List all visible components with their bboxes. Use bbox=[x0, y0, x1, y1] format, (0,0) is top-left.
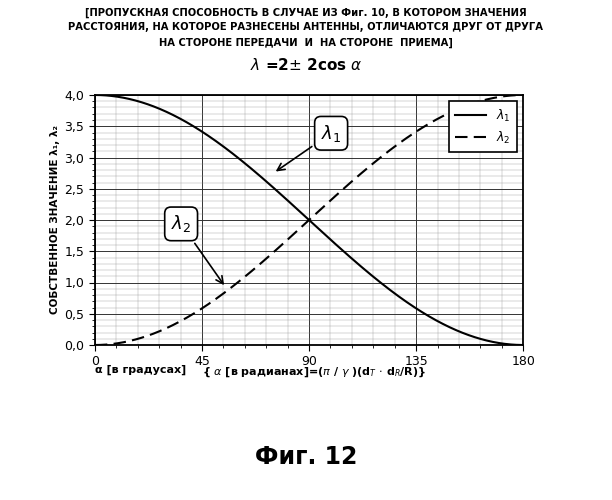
Y-axis label: СОБСТВЕННОЕ ЗНАЧЕНИЕ λ₁, λ₂: СОБСТВЕННОЕ ЗНАЧЕНИЕ λ₁, λ₂ bbox=[50, 126, 60, 314]
Text: Фиг. 12: Фиг. 12 bbox=[255, 446, 357, 469]
Text: α [в градусах]: α [в градусах] bbox=[95, 365, 186, 376]
Legend: $\lambda_1$, $\lambda_2$: $\lambda_1$, $\lambda_2$ bbox=[449, 101, 517, 152]
Text: [ПРОПУСКНАЯ СПОСОБНОСТЬ В СЛУЧАЕ ИЗ Фиг. 10, В КОТОРОМ ЗНАЧЕНИЯ: [ПРОПУСКНАЯ СПОСОБНОСТЬ В СЛУЧАЕ ИЗ Фиг.… bbox=[85, 8, 527, 18]
Text: $\lambda_1$: $\lambda_1$ bbox=[277, 122, 341, 170]
Text: РАССТОЯНИЯ, НА КОТОРОЕ РАЗНЕСЕНЫ АНТЕННЫ, ОТЛИЧАЮТСЯ ДРУГ ОТ ДРУГА: РАССТОЯНИЯ, НА КОТОРОЕ РАЗНЕСЕНЫ АНТЕННЫ… bbox=[69, 22, 543, 32]
Text: $\lambda$ =2$\pm$ 2cos $\alpha$: $\lambda$ =2$\pm$ 2cos $\alpha$ bbox=[250, 58, 362, 74]
Text: { $\alpha$ [в радианах]=($\pi$ / $\gamma$ )(d$_T$ $\cdot$ d$_R$/R)}: { $\alpha$ [в радианах]=($\pi$ / $\gamma… bbox=[202, 365, 426, 378]
Text: $\lambda_2$: $\lambda_2$ bbox=[171, 214, 223, 284]
Text: НА СТОРОНЕ ПЕРЕДАЧИ  И  НА СТОРОНЕ  ПРИЕМА]: НА СТОРОНЕ ПЕРЕДАЧИ И НА СТОРОНЕ ПРИЕМА] bbox=[159, 38, 453, 48]
